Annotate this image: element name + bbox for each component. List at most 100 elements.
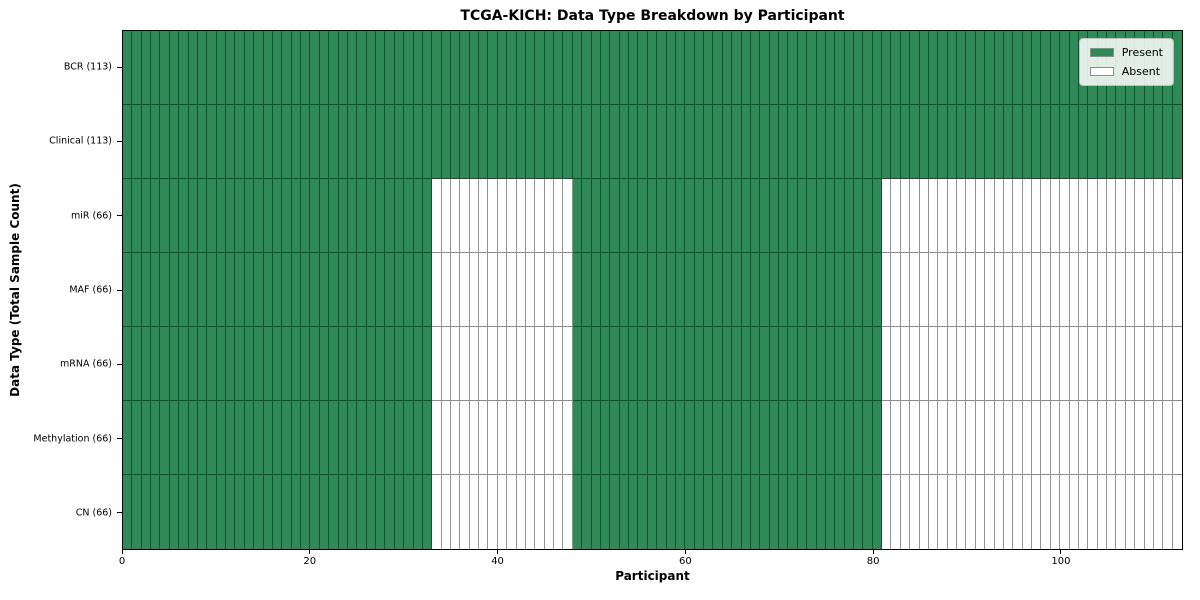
cell xyxy=(544,327,555,401)
row-CN xyxy=(123,475,1182,549)
cell xyxy=(1135,179,1145,253)
cell xyxy=(572,253,583,327)
cell xyxy=(1107,179,1117,253)
cell xyxy=(469,327,480,401)
cell xyxy=(975,475,986,549)
cell xyxy=(525,327,536,401)
cell xyxy=(1107,401,1117,475)
cell xyxy=(619,327,630,401)
cell xyxy=(732,179,742,253)
cell xyxy=(1069,401,1079,475)
cell xyxy=(1013,179,1023,253)
cell xyxy=(722,475,733,549)
cell xyxy=(657,475,667,549)
cell xyxy=(722,31,733,105)
cell xyxy=(610,31,620,105)
cell xyxy=(376,179,386,253)
cell xyxy=(1088,327,1098,401)
cell xyxy=(385,475,395,549)
cell xyxy=(226,253,236,327)
cell xyxy=(535,31,545,105)
x-tick-label: 80 xyxy=(866,556,880,567)
cell xyxy=(1125,253,1136,327)
cell xyxy=(123,253,133,327)
cell xyxy=(994,475,1004,549)
cell xyxy=(1172,475,1182,549)
cell xyxy=(835,179,845,253)
cell xyxy=(329,475,339,549)
cell xyxy=(928,327,939,401)
cell xyxy=(516,253,526,327)
cell xyxy=(713,253,723,327)
cell xyxy=(544,31,555,105)
cell xyxy=(1135,253,1145,327)
cell xyxy=(338,253,348,327)
cell xyxy=(638,105,648,179)
cell xyxy=(685,327,695,401)
cell xyxy=(507,179,517,253)
cell xyxy=(750,401,761,475)
cell xyxy=(338,475,348,549)
cell xyxy=(123,179,133,253)
cell xyxy=(1050,401,1061,475)
cell xyxy=(1144,105,1154,179)
x-tick-label: 40 xyxy=(491,556,504,567)
cell xyxy=(338,179,348,253)
cell xyxy=(366,401,377,475)
cell xyxy=(319,179,330,253)
cell xyxy=(179,253,189,327)
cell xyxy=(451,253,461,327)
cell xyxy=(394,179,405,253)
cell xyxy=(666,31,676,105)
cell xyxy=(957,179,967,253)
cell xyxy=(516,327,526,401)
cell xyxy=(432,31,442,105)
cell xyxy=(619,179,630,253)
cell xyxy=(422,105,433,179)
y-tick-label: BCR (113) xyxy=(63,61,112,73)
cell xyxy=(254,179,264,253)
cell xyxy=(1060,475,1070,549)
cell xyxy=(610,105,620,179)
cell xyxy=(900,31,911,105)
cell xyxy=(1041,253,1051,327)
cell xyxy=(788,327,798,401)
cell xyxy=(207,327,217,401)
cell xyxy=(994,253,1004,327)
cell xyxy=(629,401,639,475)
cell xyxy=(938,179,948,253)
cell xyxy=(151,105,161,179)
cell xyxy=(479,401,489,475)
cell xyxy=(975,253,986,327)
cell xyxy=(844,401,854,475)
cell xyxy=(516,401,526,475)
cell xyxy=(563,475,573,549)
cell xyxy=(132,327,142,401)
cell xyxy=(619,31,630,105)
cell xyxy=(132,105,142,179)
cell xyxy=(919,327,929,401)
cell xyxy=(432,253,442,327)
cell xyxy=(1163,179,1173,253)
cell xyxy=(722,327,733,401)
cell xyxy=(816,327,826,401)
cell xyxy=(469,475,480,549)
cell xyxy=(788,253,798,327)
cell xyxy=(732,31,742,105)
y-tick-label: mRNA (66) xyxy=(60,358,112,370)
cell xyxy=(282,253,292,327)
cell xyxy=(638,253,648,327)
cell xyxy=(310,105,320,179)
cell xyxy=(451,401,461,475)
cell xyxy=(366,31,377,105)
cell xyxy=(732,327,742,401)
cell xyxy=(254,253,264,327)
cell xyxy=(244,179,255,253)
cell xyxy=(291,327,302,401)
cell xyxy=(516,31,526,105)
cell xyxy=(160,179,170,253)
cell xyxy=(675,253,686,327)
cell xyxy=(600,253,611,327)
cell xyxy=(141,401,152,475)
